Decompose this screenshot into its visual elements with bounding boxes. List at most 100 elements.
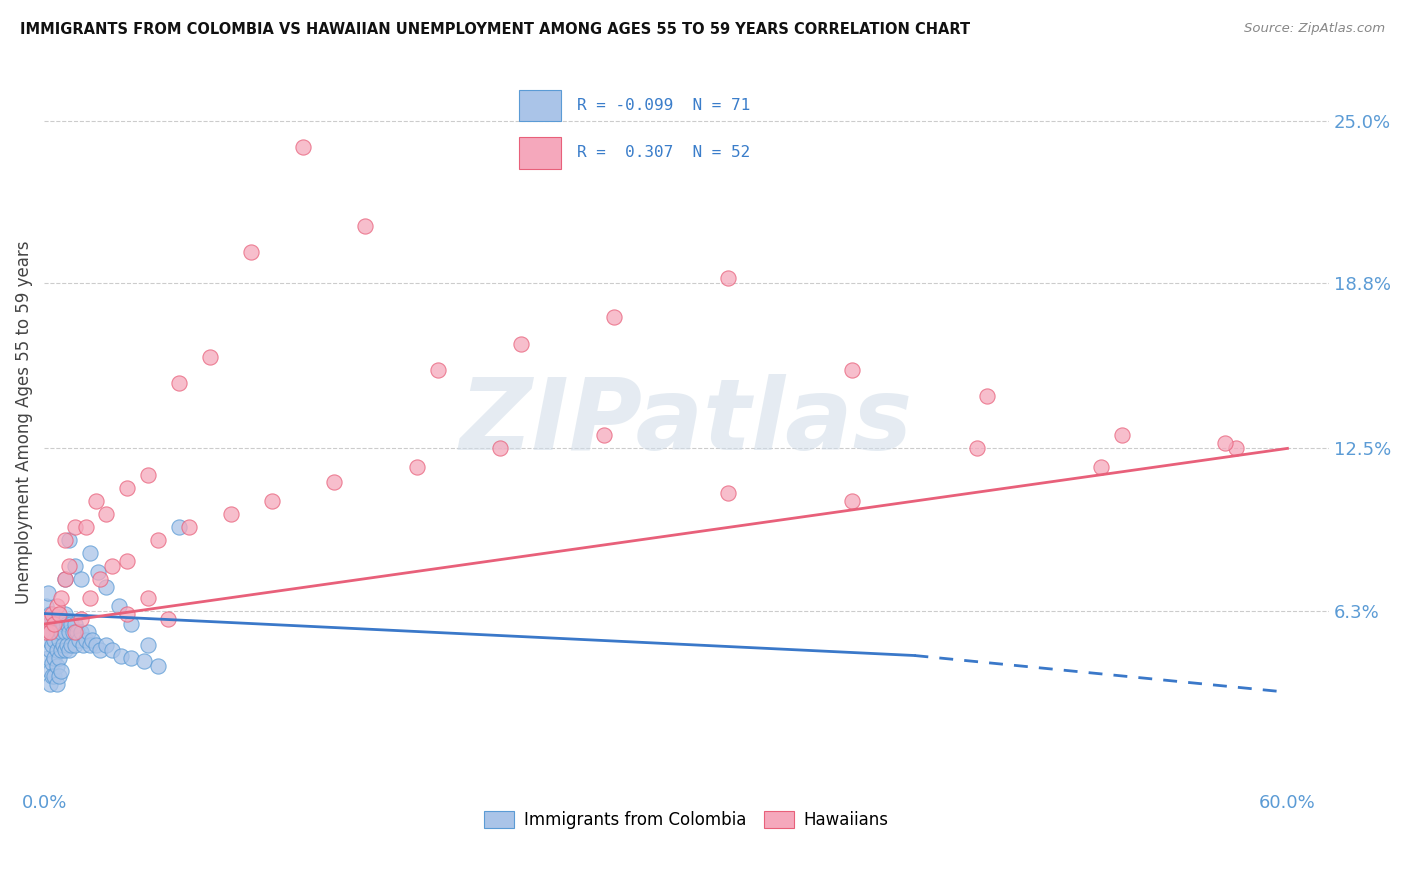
Point (260, 493, 283, 508)
Point (96, 507, 118, 521)
Point (136, 638, 159, 652)
Point (1213, 436, 1236, 450)
Point (717, 486, 740, 500)
Point (87, 565, 110, 579)
Point (717, 271, 740, 285)
Point (67, 632, 90, 647)
Point (101, 559, 124, 574)
Point (60, 638, 83, 652)
Text: ZIPatlas: ZIPatlas (460, 374, 912, 471)
Point (107, 599, 129, 613)
Point (53, 533, 76, 548)
Point (976, 389, 998, 403)
Point (89, 573, 111, 587)
Point (44, 651, 66, 665)
Point (45, 624, 67, 639)
Point (37, 612, 59, 626)
Point (48, 607, 70, 621)
Point (45, 677, 67, 691)
Point (406, 459, 429, 474)
Point (1111, 428, 1133, 442)
Point (354, 219, 377, 233)
Point (841, 493, 863, 508)
Point (70, 573, 93, 587)
Point (48, 612, 70, 626)
Point (41, 617, 63, 632)
Point (115, 607, 138, 621)
Point (96, 580, 118, 594)
Point (167, 376, 190, 390)
Point (240, 244, 263, 259)
Point (84, 493, 107, 508)
Point (58, 643, 80, 657)
Point (75, 520, 97, 534)
Point (120, 617, 142, 632)
Point (292, 140, 315, 154)
Point (39, 624, 62, 639)
Point (53, 573, 76, 587)
Point (37, 651, 59, 665)
Text: Source: ZipAtlas.com: Source: ZipAtlas.com (1244, 22, 1385, 36)
Point (70, 612, 93, 626)
Point (39, 665, 62, 679)
Point (603, 310, 626, 325)
Point (53, 643, 76, 657)
Point (41, 657, 63, 671)
Point (49, 643, 72, 657)
Point (63, 638, 86, 652)
Point (1225, 442, 1247, 456)
Point (35, 624, 58, 639)
Point (62, 624, 84, 639)
Point (136, 467, 159, 482)
Point (58, 559, 80, 574)
Point (198, 350, 221, 364)
Point (35, 624, 58, 639)
Legend: Immigrants from Colombia, Hawaiians: Immigrants from Colombia, Hawaiians (478, 805, 896, 836)
FancyBboxPatch shape (519, 137, 561, 169)
Point (63, 617, 86, 632)
Point (37, 612, 59, 626)
Point (45, 599, 67, 613)
Point (49, 624, 72, 639)
Point (72, 638, 94, 652)
Point (63, 559, 86, 574)
Point (45, 659, 67, 673)
Point (84, 638, 107, 652)
Point (179, 520, 201, 534)
Point (76, 624, 98, 639)
Point (44, 617, 66, 632)
Point (49, 665, 72, 679)
Point (426, 363, 449, 377)
Point (53, 624, 76, 639)
Point (52, 638, 75, 652)
Point (37, 585, 59, 599)
Point (136, 591, 159, 605)
Point (110, 648, 132, 663)
Point (48, 669, 70, 683)
Point (44, 612, 66, 626)
Point (79, 638, 101, 652)
Point (39, 677, 62, 691)
Point (48, 632, 70, 647)
Point (96, 638, 118, 652)
FancyBboxPatch shape (519, 90, 561, 121)
Point (592, 428, 614, 442)
Point (56, 638, 79, 652)
Point (41, 638, 63, 652)
Point (44, 632, 66, 647)
Point (41, 607, 63, 621)
Y-axis label: Unemployment Among Ages 55 to 59 years: Unemployment Among Ages 55 to 59 years (15, 241, 32, 604)
Point (39, 643, 62, 657)
Point (37, 632, 59, 647)
Point (45, 643, 67, 657)
Point (146, 659, 169, 673)
Point (41, 669, 63, 683)
Point (146, 533, 169, 548)
Point (79, 591, 101, 605)
Point (48, 651, 70, 665)
Point (219, 507, 242, 521)
Point (58, 624, 80, 639)
Point (80, 632, 103, 647)
Point (132, 654, 155, 668)
Point (53, 607, 76, 621)
